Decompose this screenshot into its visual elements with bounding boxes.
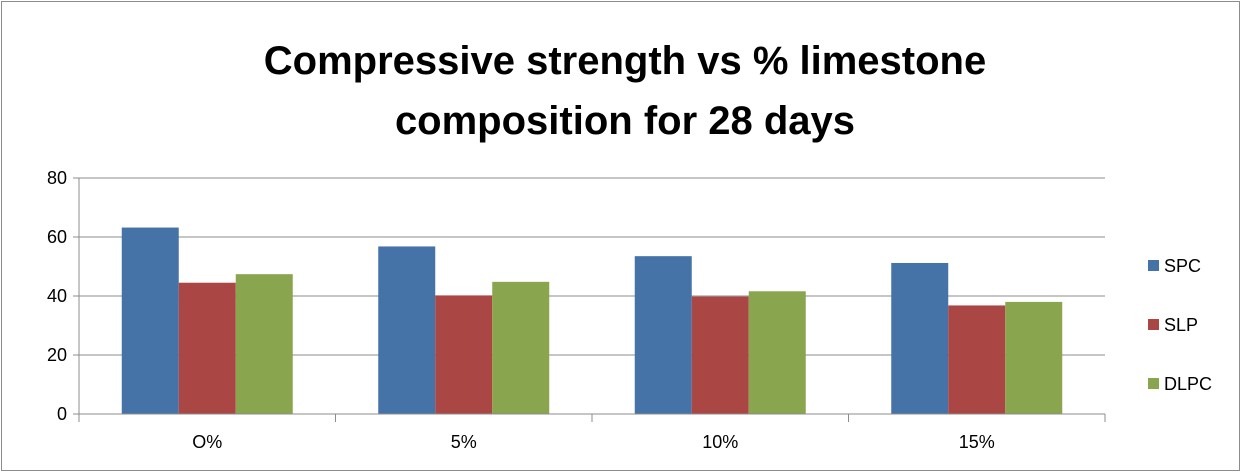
y-tick-label: 0 [57,404,67,424]
y-tick-label: 60 [47,227,67,247]
bars [121,227,1063,414]
bar-spc-3 [891,262,949,414]
x-tick-label: 15% [959,432,995,452]
bar-dlpc-0 [235,274,293,414]
y-tick-label: 20 [47,345,67,365]
legend-swatch-dlpc [1148,378,1159,389]
legend-label-dlpc: DLPC [1164,374,1212,394]
legend-swatch-slp [1148,319,1159,330]
legend-label-slp: SLP [1164,315,1198,335]
x-tick-label: 5% [451,432,477,452]
bar-slp-1 [435,295,493,414]
x-axis-ticks: O% 5% 10% 15% [78,414,1106,452]
y-tick-label: 80 [47,168,67,188]
bar-slp-0 [178,282,236,414]
bar-spc-2 [634,256,692,414]
y-axis-ticks: 0 20 40 60 80 [47,168,79,424]
y-tick-label: 40 [47,286,67,306]
chart-title: Compressive strength vs % limestone comp… [264,39,986,143]
chart-title-line-2: composition for 28 days [395,99,855,143]
x-tick-label: 10% [702,432,738,452]
bar-dlpc-1 [492,281,550,414]
legend: SPC SLP DLPC [1148,256,1212,394]
bar-spc-1 [378,246,436,414]
bar-dlpc-2 [748,291,806,414]
bar-dlpc-3 [1005,301,1063,414]
bar-slp-3 [948,305,1006,414]
legend-label-spc: SPC [1164,256,1201,276]
chart-title-line-1: Compressive strength vs % limestone [264,39,986,83]
x-tick-label: O% [192,432,222,452]
bar-spc-0 [121,227,179,414]
bar-slp-2 [691,296,749,414]
legend-swatch-spc [1148,260,1159,271]
